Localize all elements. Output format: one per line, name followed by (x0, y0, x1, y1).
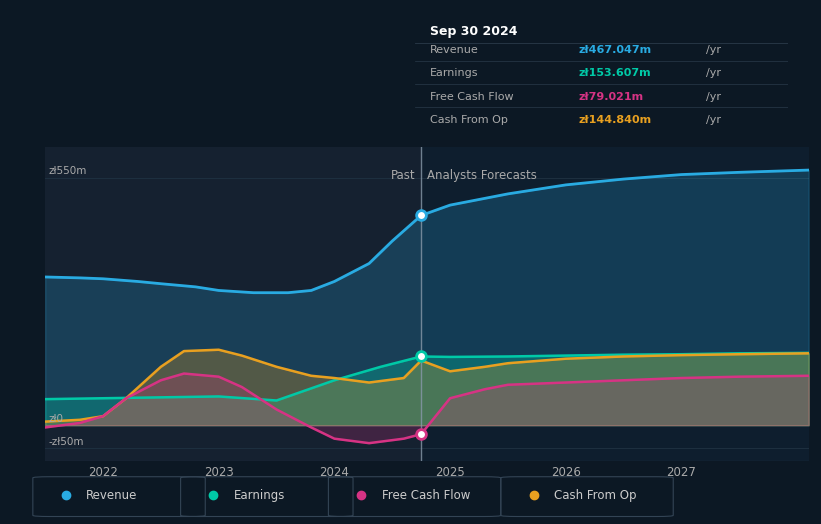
Text: Cash From Op: Cash From Op (554, 489, 636, 501)
Text: Sep 30 2024: Sep 30 2024 (429, 25, 517, 38)
Text: /yr: /yr (706, 115, 721, 125)
Text: Past: Past (391, 169, 415, 182)
Text: -zł50m: -zł50m (48, 436, 84, 447)
Text: Revenue: Revenue (86, 489, 138, 501)
Text: zł0: zł0 (48, 414, 63, 424)
Bar (421, 147, 809, 461)
Text: Earnings: Earnings (234, 489, 286, 501)
Text: Free Cash Flow: Free Cash Flow (429, 92, 513, 102)
Text: Analysts Forecasts: Analysts Forecasts (427, 169, 537, 182)
Text: zł467.047m: zł467.047m (579, 46, 652, 56)
Text: zł79.021m: zł79.021m (579, 92, 644, 102)
Text: Cash From Op: Cash From Op (429, 115, 507, 125)
Text: zł153.607m: zł153.607m (579, 69, 652, 79)
Text: Free Cash Flow: Free Cash Flow (382, 489, 470, 501)
Text: /yr: /yr (706, 92, 721, 102)
Text: zł550m: zł550m (48, 166, 87, 176)
Bar (45, 147, 421, 461)
Text: Revenue: Revenue (429, 46, 479, 56)
Text: /yr: /yr (706, 46, 721, 56)
Text: Earnings: Earnings (429, 69, 478, 79)
Text: /yr: /yr (706, 69, 721, 79)
Text: zł144.840m: zł144.840m (579, 115, 652, 125)
